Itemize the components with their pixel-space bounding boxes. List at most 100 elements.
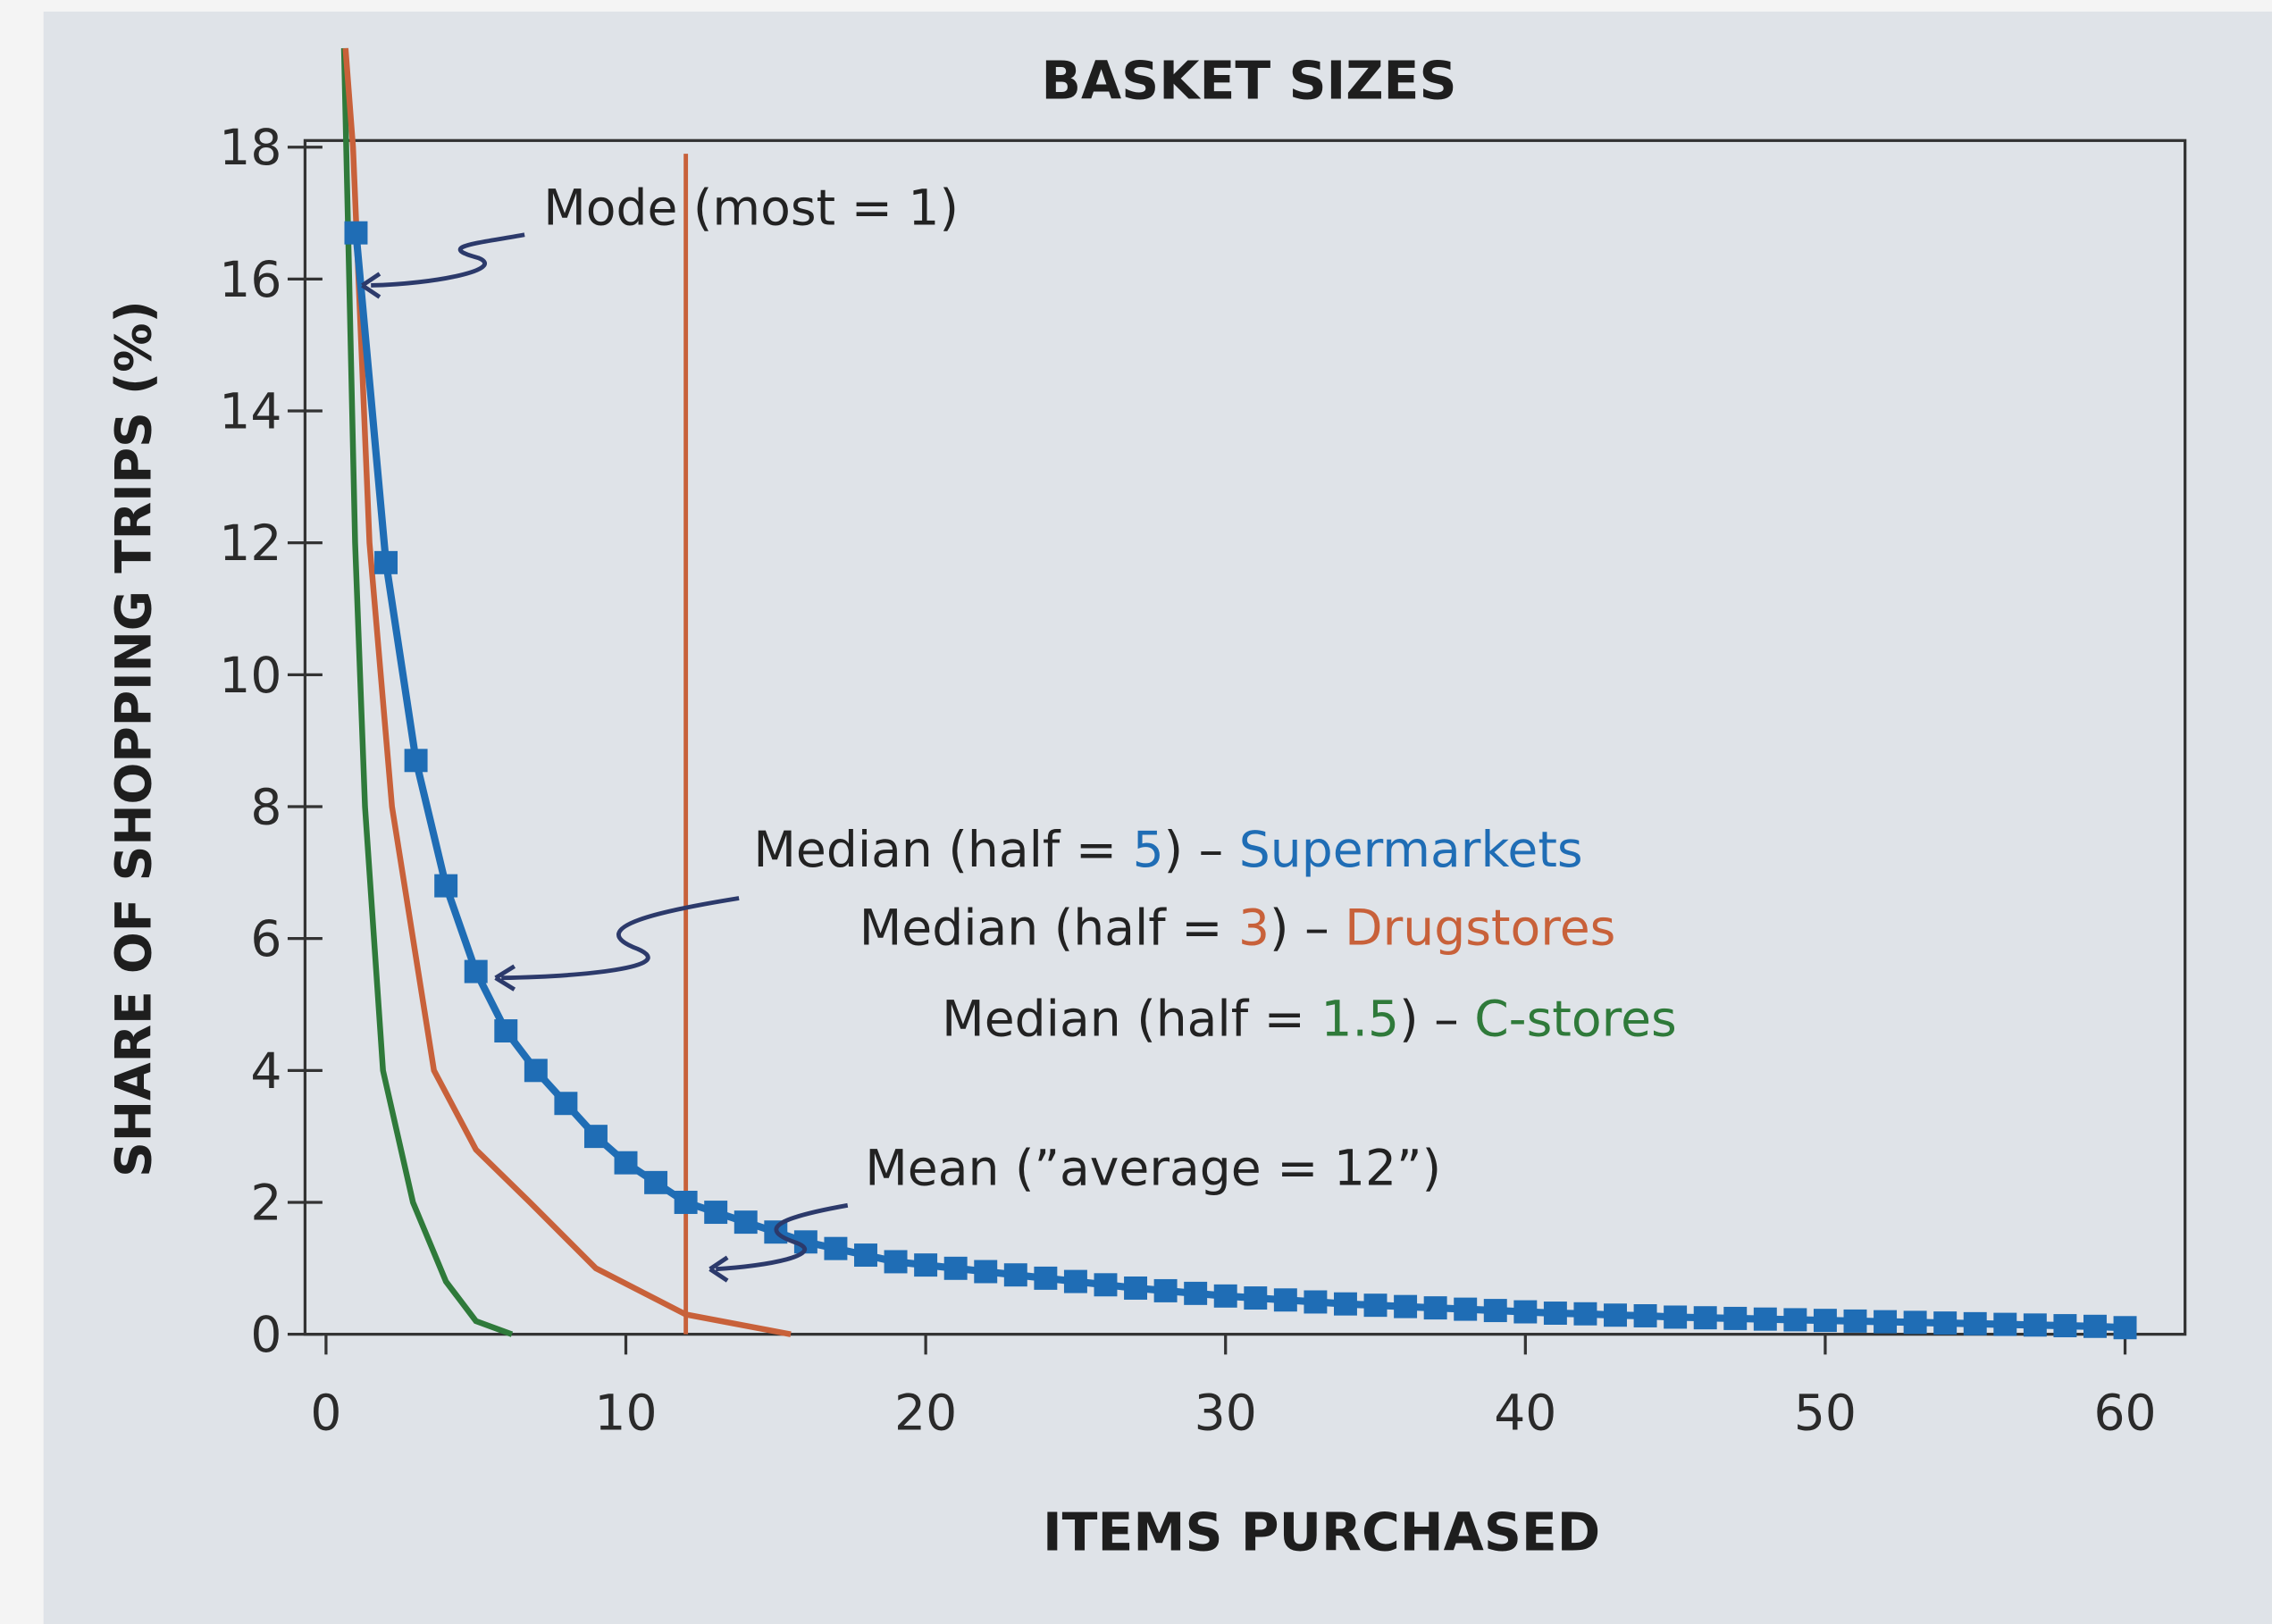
marker	[1213, 1284, 1237, 1308]
marker	[1843, 1309, 1867, 1333]
marker	[704, 1201, 728, 1225]
marker	[2023, 1313, 2047, 1337]
annotation-part: Supermarkets	[1239, 822, 1583, 879]
marker	[1664, 1305, 1688, 1329]
annotation: Mode (most = 1)	[543, 180, 959, 237]
marker	[1813, 1309, 1837, 1333]
annotation-part: 1.5	[1320, 992, 1399, 1049]
marker	[1124, 1276, 1148, 1300]
marker	[1633, 1304, 1657, 1327]
arrow-head	[361, 272, 381, 299]
marker	[554, 1092, 578, 1116]
marker	[494, 1019, 518, 1042]
annotation: Median (half = 1.5) – C-stores	[942, 992, 1677, 1049]
series-line	[342, 47, 792, 1337]
chart-title: BASKET SIZES	[1042, 50, 1457, 111]
marker	[974, 1260, 998, 1284]
paper	[43, 11, 2272, 1624]
marker	[1063, 1269, 1087, 1293]
marker	[1363, 1293, 1388, 1318]
marker	[824, 1236, 848, 1260]
arrow	[716, 1202, 849, 1272]
annotation-part: ) –	[1399, 992, 1474, 1049]
x-axis-label: ITEMS PURCHASED	[1043, 1502, 1600, 1562]
marker	[524, 1059, 548, 1083]
annotation-part: Mode (most = 1)	[543, 180, 959, 237]
arrow	[371, 232, 525, 288]
y-tick-label: 2	[250, 1175, 281, 1232]
y-tick-label: 12	[219, 515, 281, 573]
arrow-head	[708, 1255, 729, 1283]
annotation-part: 5	[1133, 822, 1164, 879]
annotation-part: Median (half =	[942, 992, 1320, 1049]
plot-frame	[303, 138, 2187, 1336]
plot-area: 0 2 4 6 8 10 12 14 16 18 0 10 20 30 40 50 60	[219, 47, 2187, 1443]
y-tick-label: 0	[250, 1307, 281, 1364]
marker	[1723, 1306, 1748, 1330]
x-tick-label: 0	[310, 1385, 341, 1443]
annotation-part: ) –	[1270, 900, 1345, 957]
marker	[644, 1170, 668, 1194]
marker	[1003, 1263, 1027, 1287]
annotation: Median (half = 5) – Supermarkets	[753, 822, 1582, 879]
marker	[1933, 1311, 1958, 1335]
marker	[464, 959, 488, 984]
marker	[854, 1243, 877, 1268]
marker	[583, 1125, 608, 1149]
marker	[434, 874, 458, 898]
x-tick-label: 50	[1794, 1385, 1857, 1443]
marker	[734, 1210, 758, 1235]
marker	[1783, 1308, 1807, 1332]
x-tick-label: 20	[894, 1385, 957, 1443]
marker	[1153, 1278, 1178, 1302]
marker	[1573, 1302, 1597, 1326]
y-tick-label: 4	[250, 1043, 281, 1101]
marker	[1184, 1281, 1208, 1305]
annotation-part: Mean (”average = 12”)	[865, 1141, 1441, 1198]
annotation-part: 3	[1238, 900, 1270, 957]
marker	[614, 1151, 638, 1175]
marker	[1394, 1294, 1418, 1318]
marker	[1094, 1273, 1118, 1297]
marker	[674, 1191, 698, 1214]
marker	[1034, 1266, 1058, 1290]
x-tick-label: 30	[1195, 1385, 1257, 1443]
y-tick-label: 16	[219, 252, 281, 309]
x-tick-label: 10	[594, 1385, 657, 1443]
marker	[1963, 1311, 1987, 1335]
marker	[404, 749, 428, 773]
marker	[1273, 1288, 1297, 1312]
marker	[374, 550, 398, 574]
marker	[1304, 1290, 1328, 1314]
marker	[1244, 1286, 1268, 1310]
y-tick-label: 18	[219, 120, 281, 177]
y-tick-label: 8	[250, 779, 281, 836]
y-axis-label: SHARE OF SHOPPING TRIPS (%)	[106, 300, 163, 1177]
marker	[1333, 1292, 1357, 1316]
marker	[344, 221, 368, 245]
marker	[2053, 1314, 2077, 1338]
x-tick-label: 60	[2093, 1385, 2156, 1443]
marker	[1454, 1297, 1478, 1321]
annotation-part: Median (half =	[859, 900, 1238, 957]
marker	[1483, 1299, 1507, 1323]
annotation-part: Drugstores	[1345, 900, 1615, 957]
marker	[1874, 1310, 1898, 1334]
annotation-part: Median (half =	[753, 822, 1132, 879]
marker	[1543, 1302, 1567, 1325]
marker	[1423, 1296, 1447, 1320]
marker	[1993, 1312, 2017, 1336]
marker	[1513, 1300, 1538, 1324]
y-tick-label: 6	[250, 911, 281, 968]
marker	[2113, 1316, 2137, 1340]
annotation: Mean (”average = 12”)	[865, 1141, 1441, 1198]
arrow-head	[494, 964, 516, 992]
annotation-part: C-stores	[1474, 992, 1677, 1049]
marker	[884, 1250, 908, 1274]
marker	[943, 1256, 968, 1280]
annotation: Median (half = 3) – Drugstores	[859, 900, 1616, 957]
marker	[2083, 1314, 2107, 1338]
annotation-part: ) –	[1164, 822, 1239, 879]
